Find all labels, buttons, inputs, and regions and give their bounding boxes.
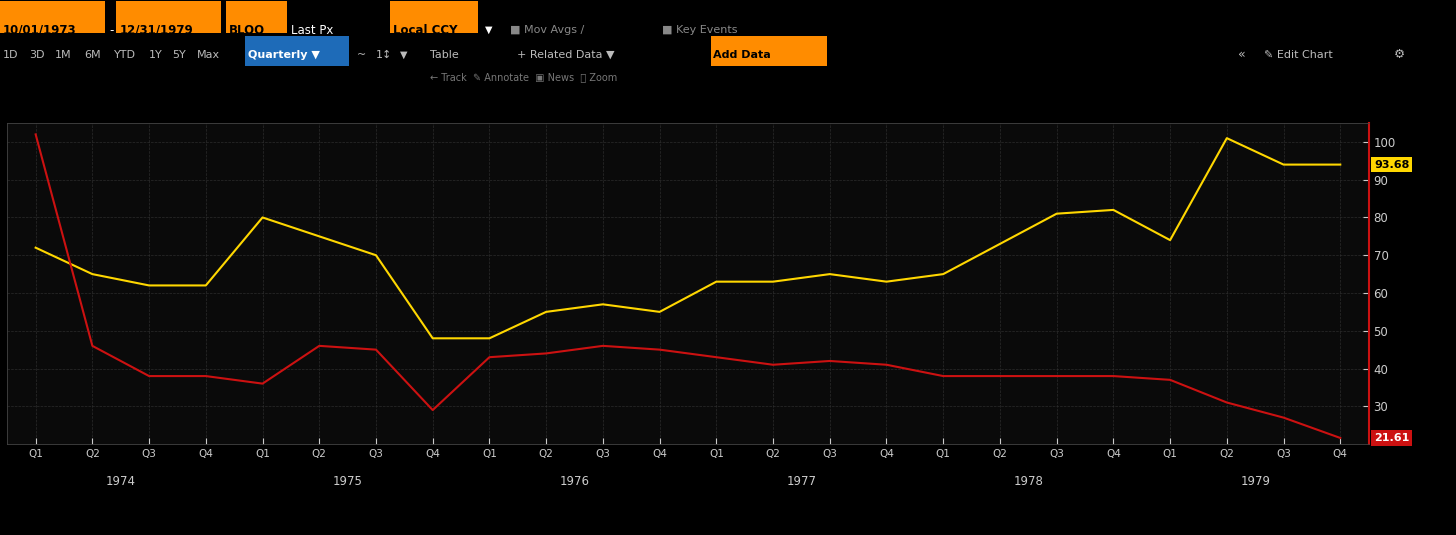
Text: ▼: ▼ <box>400 50 408 60</box>
FancyBboxPatch shape <box>245 36 349 66</box>
Text: Last Px: Last Px <box>291 24 333 36</box>
Text: -: - <box>109 24 114 36</box>
Text: 21.61: 21.61 <box>1374 433 1409 443</box>
Text: Table: Table <box>430 50 459 60</box>
Text: Add Data: Add Data <box>713 50 772 60</box>
Text: 5Y: 5Y <box>172 50 185 60</box>
Text: 1↕: 1↕ <box>376 50 392 60</box>
FancyBboxPatch shape <box>109 1 112 33</box>
Text: 10/01/1973: 10/01/1973 <box>3 24 77 36</box>
Text: ⚙: ⚙ <box>1393 48 1405 62</box>
Text: 1975: 1975 <box>332 475 363 487</box>
Text: Local CCY: Local CCY <box>393 24 457 36</box>
Text: ■ Mov Avgs /: ■ Mov Avgs / <box>510 25 584 35</box>
FancyBboxPatch shape <box>390 1 478 33</box>
Text: Max: Max <box>197 50 220 60</box>
FancyBboxPatch shape <box>226 1 287 33</box>
Text: BLOO: BLOO <box>229 24 265 36</box>
Text: ← Track  ✎ Annotate  ▣ News  🔍 Zoom: ← Track ✎ Annotate ▣ News 🔍 Zoom <box>430 72 617 82</box>
Text: 1D: 1D <box>3 50 19 60</box>
Text: 3D: 3D <box>29 50 45 60</box>
Text: 1979: 1979 <box>1241 475 1270 487</box>
Text: 1Y: 1Y <box>149 50 162 60</box>
FancyBboxPatch shape <box>0 1 105 33</box>
Text: YTD: YTD <box>114 50 135 60</box>
Text: + Related Data ▼: + Related Data ▼ <box>517 50 614 60</box>
Text: «: « <box>1238 48 1245 62</box>
Text: 1977: 1977 <box>786 475 817 487</box>
FancyBboxPatch shape <box>711 36 827 66</box>
Text: ~: ~ <box>357 50 365 60</box>
FancyBboxPatch shape <box>116 1 221 33</box>
Text: Quarterly ▼: Quarterly ▼ <box>248 50 319 60</box>
Text: ✎ Edit Chart: ✎ Edit Chart <box>1264 50 1332 60</box>
Text: 6M: 6M <box>84 50 100 60</box>
Text: 93.68: 93.68 <box>1374 159 1409 170</box>
Text: 1976: 1976 <box>559 475 590 487</box>
Text: ■ Key Events: ■ Key Events <box>662 25 738 35</box>
Text: ▼: ▼ <box>485 25 492 35</box>
Text: 1978: 1978 <box>1013 475 1044 487</box>
Text: 1M: 1M <box>55 50 71 60</box>
Text: 12/31/1979: 12/31/1979 <box>119 24 194 36</box>
Text: 1974: 1974 <box>106 475 135 487</box>
